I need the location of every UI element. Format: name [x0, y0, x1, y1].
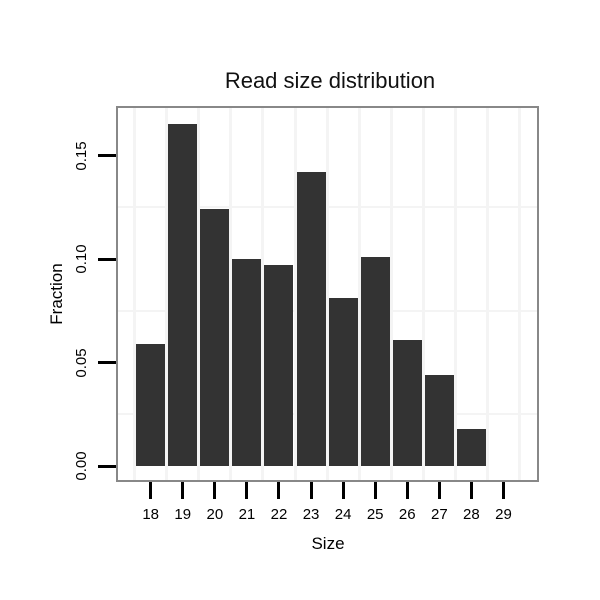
x-tick-label: 29 [495, 506, 512, 523]
bar [200, 209, 230, 466]
gridline-vertical [133, 108, 137, 480]
chart-title: Read size distribution [224, 68, 436, 93]
y-tick-label: 0.00 [73, 451, 90, 481]
x-axis-tick [501, 482, 505, 499]
x-axis-tick [341, 482, 345, 499]
gridline-vertical [197, 108, 201, 480]
x-tick-label: 18 [142, 506, 160, 523]
gridline-vertical [357, 108, 361, 480]
gridline-vertical [261, 108, 265, 480]
x-tick-label: 22 [270, 506, 288, 523]
gridline-vertical [229, 108, 233, 480]
bar [232, 259, 262, 466]
bar [136, 343, 166, 466]
gridline-vertical [293, 108, 297, 480]
x-axis-tick [405, 482, 409, 499]
x-tick-label: 28 [463, 506, 480, 523]
y-axis-tick [98, 154, 116, 157]
bar [360, 256, 390, 466]
x-tick-label: 19 [174, 506, 192, 523]
x-axis-tick [437, 482, 441, 499]
gridline-vertical [389, 108, 393, 480]
gridline-horizontal [118, 309, 537, 312]
x-axis-tick [245, 482, 249, 499]
x-tick-label: 20 [206, 506, 224, 523]
x-tick-label: 26 [398, 506, 416, 523]
x-tick-label: 24 [334, 506, 352, 523]
bar [424, 374, 454, 466]
x-axis-tick [469, 482, 473, 499]
x-tick-label: 23 [302, 506, 320, 523]
x-axis-tick [373, 482, 377, 499]
y-axis-tick [98, 464, 116, 468]
plot-panel-border [116, 106, 539, 482]
gridline-vertical [453, 108, 457, 480]
x-axis-tick [149, 482, 153, 499]
gridline-vertical [518, 108, 521, 480]
x-tick-label: 21 [238, 506, 256, 523]
x-axis-tick [277, 482, 281, 499]
bar [392, 339, 422, 466]
y-tick-label: 0.15 [73, 140, 90, 171]
bar [264, 265, 294, 466]
x-tick-label: 27 [430, 506, 448, 523]
y-tick-label: 0.05 [73, 347, 90, 378]
gridline-vertical [165, 108, 169, 480]
x-tick-label: 25 [366, 506, 384, 523]
bar [168, 124, 198, 466]
x-axis-tick [181, 482, 185, 499]
gridline-vertical [421, 108, 425, 480]
y-axis-tick [98, 257, 116, 261]
gridline-horizontal [118, 413, 537, 416]
gridline-vertical [325, 108, 329, 480]
y-tick-label: 0.10 [73, 244, 90, 274]
x-axis-tick [213, 482, 217, 499]
y-axis-tick [98, 361, 116, 364]
gridline-vertical [485, 108, 489, 480]
gridline-horizontal [118, 206, 537, 209]
y-axis-title: Fraction [47, 263, 66, 325]
bar [456, 428, 486, 466]
bar [328, 298, 358, 466]
x-axis-tick [309, 482, 313, 499]
bar [296, 172, 326, 466]
x-axis-title: Size [311, 534, 345, 553]
